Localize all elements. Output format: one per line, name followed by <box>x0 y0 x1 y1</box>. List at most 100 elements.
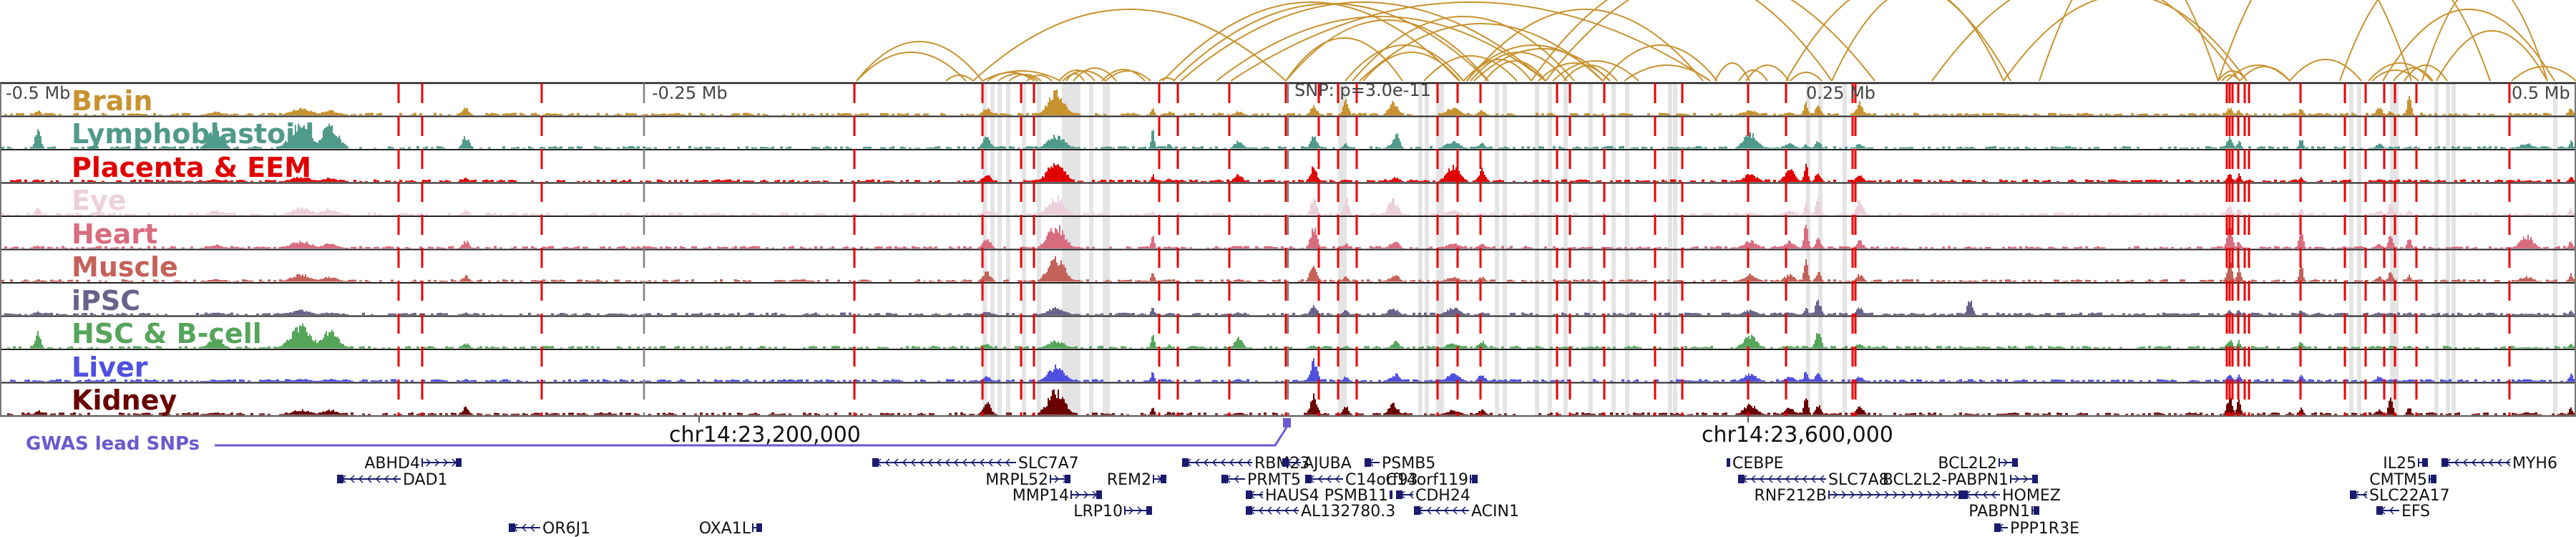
signal-bar <box>216 210 218 216</box>
signal-bar <box>1541 113 1544 115</box>
signal-bar <box>2134 213 2137 216</box>
signal-bar <box>1310 109 1312 115</box>
signal-bar <box>1490 213 1493 216</box>
signal-bar <box>1616 213 1619 216</box>
signal-bar <box>2014 180 2016 182</box>
signal-bar <box>2108 179 2111 182</box>
signal-bar <box>1610 146 1613 149</box>
signal-bar <box>1621 112 1624 115</box>
signal-bar <box>1587 247 1590 248</box>
signal-bar <box>1330 213 1332 216</box>
signal-bar <box>1860 241 1862 248</box>
signal-bar <box>823 213 826 216</box>
signal-bar <box>170 180 173 182</box>
signal-bar <box>1885 180 1888 182</box>
signal-bar <box>834 213 837 216</box>
signal-bar <box>1820 144 1822 149</box>
signal-bar <box>2085 179 2088 182</box>
signal-bar <box>1484 245 1485 248</box>
signal-bar <box>1310 237 1312 248</box>
signal-bar <box>2543 146 2546 149</box>
signal-bar <box>53 146 56 149</box>
signal-bar <box>1974 181 1975 182</box>
signal-bar <box>1154 112 1156 115</box>
signal-bar <box>1146 246 1149 248</box>
signal-bar <box>1068 144 1069 149</box>
signal-bar <box>1475 214 1477 216</box>
signal-bar <box>1447 246 1448 248</box>
signal-bar <box>2228 175 2229 182</box>
signal-bar <box>1447 212 1448 216</box>
signal-bar <box>1487 147 1488 149</box>
signal-bar <box>623 246 625 248</box>
signal-bar <box>102 213 104 216</box>
signal-bar <box>485 179 488 182</box>
signal-bar <box>743 112 746 115</box>
signal-bar <box>2125 213 2128 216</box>
loop-arc <box>1423 55 1518 82</box>
signal-bar <box>1224 147 1226 149</box>
signal-bar <box>1767 179 1770 182</box>
signal-bar <box>461 245 462 248</box>
signal-bar <box>711 213 714 216</box>
signal-bar <box>2429 180 2431 182</box>
signal-bar <box>2077 279 2079 282</box>
signal-bar <box>697 147 700 149</box>
signal-bar <box>1704 213 1707 216</box>
signal-bar <box>1815 144 1816 149</box>
signal-bar <box>1610 247 1613 248</box>
signal-bar <box>1070 112 1072 115</box>
signal-bar <box>1358 112 1361 115</box>
signal-bar <box>270 112 273 115</box>
signal-bar <box>2014 280 2016 282</box>
signal-bar <box>1748 174 1750 182</box>
signal-bar <box>133 213 136 216</box>
signal-bar <box>2423 180 2426 182</box>
signal-bar <box>766 247 769 248</box>
signal-bar <box>917 113 920 115</box>
signal-bar <box>2288 180 2291 182</box>
signal-bar <box>1676 280 1679 282</box>
signal-bar <box>230 180 233 182</box>
signal-bar <box>654 247 657 248</box>
signal-bar <box>2546 246 2549 248</box>
signal-bar <box>1393 198 1395 216</box>
signal-bar <box>1169 214 1170 216</box>
signal-bar <box>1760 214 1761 216</box>
signal-bar <box>1059 135 1060 149</box>
signal-bar <box>1389 202 1390 216</box>
signal-bar <box>1513 180 1516 182</box>
signal-bar <box>222 212 223 216</box>
signal-bar <box>2489 246 2492 248</box>
signal-bar <box>1755 243 1757 248</box>
signal-bar <box>1048 139 1049 149</box>
signal-bar <box>1192 113 1195 115</box>
signal-bar <box>2229 109 2230 115</box>
signal-bar <box>703 213 706 216</box>
signal-bar <box>1485 213 1487 216</box>
signal-bar <box>273 213 276 216</box>
signal-bar <box>1053 233 1055 248</box>
signal-bar <box>1430 213 1433 216</box>
signal-bar <box>723 246 726 248</box>
signal-bar <box>494 246 497 248</box>
signal-bar <box>1742 213 1744 216</box>
signal-bar <box>522 246 525 248</box>
signal-bar <box>1477 246 1478 248</box>
signal-bar <box>1032 180 1035 182</box>
signal-bar <box>1287 113 1289 115</box>
signal-bar <box>1445 245 1447 248</box>
signal-bar <box>1590 246 1593 248</box>
signal-bar <box>1971 214 1972 216</box>
signal-bar <box>318 246 320 248</box>
signal-bar <box>1863 208 1865 216</box>
signal-bar <box>1410 247 1413 248</box>
signal-bar <box>1068 175 1069 182</box>
signal-bar <box>1991 146 1994 149</box>
signal-bar <box>1991 280 1994 282</box>
signal-bar <box>16 246 19 248</box>
signal-bar <box>2233 145 2235 149</box>
signal-bar <box>1367 180 1370 182</box>
signal-bar <box>1006 279 1009 282</box>
signal-bar <box>1169 246 1170 248</box>
